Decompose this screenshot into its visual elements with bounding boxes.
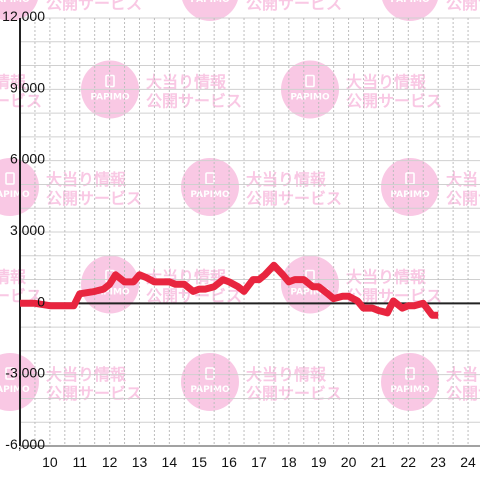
watermark-line2: 公開サービス (246, 384, 342, 403)
x-tick-label: 22 (401, 454, 417, 470)
watermark-line1: 大当り情報 (0, 268, 27, 287)
watermark-logo-text: PAPIMO (0, 385, 30, 395)
x-tick-label: 17 (251, 454, 267, 470)
watermark-line2: 公開サービス (246, 0, 342, 13)
x-tick-label: 15 (191, 454, 207, 470)
watermark-logo-text: PAPIMO (390, 385, 430, 395)
x-tick-label: 24 (460, 454, 476, 470)
y-tick-label: 12,000 (2, 8, 45, 24)
watermark-line1: 大当り情報 (446, 170, 480, 189)
watermark-line1: 大当り情報 (246, 170, 327, 189)
y-tick-label: 9,000 (10, 79, 45, 95)
watermark-line1: 大当り情報 (46, 170, 127, 189)
x-tick-label: 21 (371, 454, 387, 470)
watermark-layer: PAPIMO大当り情報公開サービスPAPIMO大当り情報公開サービスPAPIMO… (0, 0, 480, 411)
watermark-line2: 公開サービス (446, 189, 480, 208)
watermark-line2: 公開サービス (46, 384, 142, 403)
watermark-line2: 公開サービス (0, 92, 42, 111)
watermark-line2: 公開サービス (346, 287, 442, 306)
watermark-logo-text: PAPIMO (190, 190, 230, 200)
watermark-line2: 公開サービス (446, 384, 480, 403)
y-tick-label: 6,000 (10, 151, 45, 167)
watermark-line2: 公開サービス (146, 287, 242, 306)
watermark-line2: 公開サービス (146, 92, 242, 111)
watermark-line2: 公開サービス (46, 0, 142, 13)
x-tick-label: 20 (341, 454, 357, 470)
watermark-logo-text: PAPIMO (90, 288, 130, 298)
x-tick-label: 18 (281, 454, 297, 470)
watermark-line1: 大当り情報 (346, 268, 427, 287)
watermark-line2: 公開サービス (446, 0, 480, 13)
x-tick-label: 14 (162, 454, 178, 470)
y-tick-label: -3,000 (5, 365, 45, 381)
tick-label-layer: 12,000 9,000 6,000 3,000 0 -3,000 -6,000 10 11 12… (2, 8, 476, 470)
watermark-logo-text: PAPIMO (190, 0, 230, 5)
y-tick-label: -6,000 (5, 436, 45, 452)
x-tick-label: 12 (102, 454, 118, 470)
watermark-logo-text: PAPIMO (90, 93, 130, 103)
line-layer (20, 261, 439, 319)
y-tick-label: 0 (37, 293, 45, 309)
x-tick-label: 10 (42, 454, 58, 470)
x-tick-label: 16 (221, 454, 237, 470)
watermark-line2: 公開サービス (246, 189, 342, 208)
grid-layer (20, 17, 480, 447)
watermark-line2: 公開サービス (46, 189, 142, 208)
watermark-logo-text: PAPIMO (390, 0, 430, 5)
watermark-logo-text: PAPIMO (0, 0, 30, 5)
watermark-logo-text: PAPIMO (290, 93, 330, 103)
watermark-logo-text: PAPIMO (190, 385, 230, 395)
watermark-logo-text: PAPIMO (0, 190, 30, 200)
axis-layer (19, 18, 480, 447)
y-tick-label: 3,000 (10, 222, 45, 238)
watermark-logo-text: PAPIMO (290, 288, 330, 298)
watermark-line2: 公開サービス (346, 92, 442, 111)
watermark-line1: 大当り情報 (346, 73, 427, 92)
x-tick-label: 19 (311, 454, 327, 470)
x-tick-label: 13 (132, 454, 148, 470)
series-line-0 (20, 261, 439, 319)
x-tick-label: 11 (72, 454, 87, 470)
x-tick-label: 23 (430, 454, 446, 470)
watermark-logo-text: PAPIMO (390, 190, 430, 200)
watermark-line1: 大当り情報 (146, 73, 227, 92)
